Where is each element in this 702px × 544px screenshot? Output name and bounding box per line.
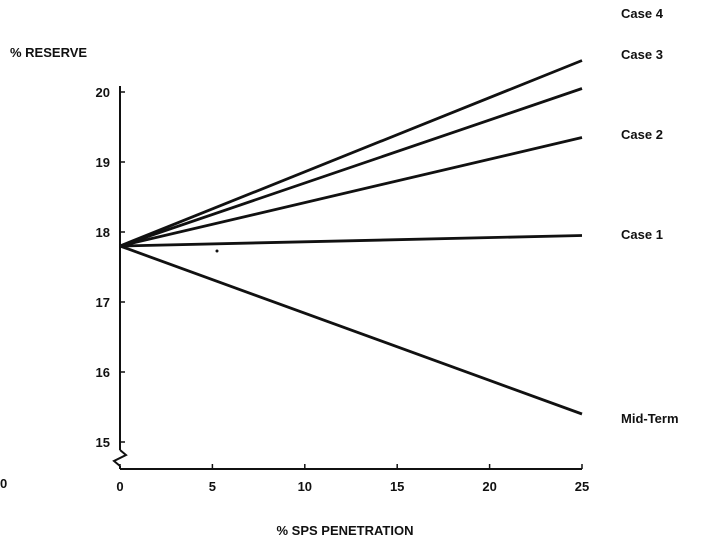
- x-tick-label: 20: [482, 479, 496, 494]
- x-axis-title: % SPS PENETRATION: [276, 523, 413, 538]
- x-tick-label: 5: [209, 479, 216, 494]
- stray-dot: [215, 249, 219, 253]
- y-tick-label: 20: [96, 85, 110, 100]
- series-line-case-4: [119, 59, 583, 248]
- y-tick-label: 18: [96, 225, 110, 240]
- x-tick-label: 25: [575, 479, 589, 494]
- y-tick-label: 15: [96, 435, 110, 450]
- series-label-case-2: Case 2: [621, 127, 663, 142]
- series-line-case-2: [119, 136, 583, 248]
- y-axis-break-mark: [112, 449, 128, 467]
- axes: [112, 86, 582, 470]
- series-group: [119, 59, 583, 416]
- series-labels-group: Case 4 Case 3 Case 2 Case 1 Mid-Term: [621, 6, 679, 426]
- series-line-mid-term: [119, 244, 583, 416]
- x-tick-label: 0: [116, 479, 123, 494]
- y-tick-label: 16: [96, 365, 110, 380]
- series-label-case-4: Case 4: [621, 6, 664, 21]
- y-axis-title: % RESERVE: [10, 45, 87, 60]
- series-label-case-1: Case 1: [621, 227, 663, 242]
- series-label-mid-term: Mid-Term: [621, 411, 679, 426]
- series-line-case-3: [119, 87, 583, 248]
- ticks-group: 15 16 17 18 19 20 0 5 10 15 20 25: [96, 85, 590, 494]
- y-tick-label: 17: [96, 295, 110, 310]
- series-line-case-1: [119, 234, 583, 248]
- y-tick-label: 19: [96, 155, 110, 170]
- stray-x-tick-label: 0: [0, 476, 7, 491]
- series-label-case-3: Case 3: [621, 47, 663, 62]
- x-tick-label: 15: [390, 479, 404, 494]
- x-tick-label: 10: [298, 479, 312, 494]
